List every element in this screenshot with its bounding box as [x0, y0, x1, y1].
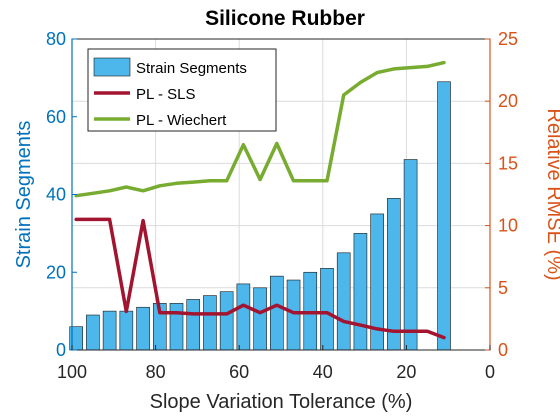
- bar: [236, 283, 251, 351]
- legend-label-bars: Strain Segments: [136, 60, 247, 77]
- x-tick-label: 100: [57, 362, 87, 382]
- axes: 0 20 40 60 80 0 5 10 15 20 25 100 80 60 40 20 0: [46, 29, 518, 382]
- y-right-tick-label: 0: [498, 340, 508, 360]
- y-left-axis-label: Strain Segments: [13, 121, 35, 269]
- bar: [253, 287, 267, 351]
- bar: [336, 252, 351, 351]
- line-pl-wiechert: [74, 60, 446, 198]
- y-left-tick-label: 0: [56, 340, 66, 360]
- bar: [219, 291, 234, 351]
- line-series: [74, 60, 446, 340]
- bar: [86, 314, 100, 351]
- x-tick-label: 20: [396, 362, 416, 382]
- chart-title: Silicone Rubber: [205, 7, 365, 30]
- bar: [102, 310, 117, 351]
- y-right-tick-label: 20: [498, 91, 518, 111]
- bar: [169, 303, 184, 351]
- bar-series: [69, 81, 451, 351]
- legend-swatch-bars: [93, 57, 131, 77]
- bar: [270, 275, 284, 351]
- x-tick-label: 60: [229, 362, 249, 382]
- x-tick-label: 0: [485, 362, 495, 382]
- y-right-axis-label: Relative RMSE (%): [543, 108, 560, 280]
- legend: Strain Segments PL - SLS PL - Wiechert: [87, 48, 277, 132]
- legend-label-pl-wiechert: PL - Wiechert: [136, 112, 227, 129]
- y-right-tick-label: 25: [498, 29, 518, 49]
- x-tick-label: 80: [146, 362, 166, 382]
- y-left-tick-label: 80: [46, 29, 66, 49]
- bar: [119, 310, 134, 351]
- line-pl-sls: [74, 217, 446, 340]
- bar: [403, 159, 418, 351]
- bar: [353, 233, 368, 351]
- bar: [203, 295, 217, 351]
- bar: [136, 306, 150, 351]
- bar: [286, 279, 301, 351]
- bar: [320, 268, 334, 351]
- bar: [186, 299, 201, 351]
- x-tick-label: 40: [313, 362, 333, 382]
- y-left-tick-label: 60: [46, 107, 66, 127]
- y-right-tick-label: 10: [498, 216, 518, 236]
- y-right-tick-label: 15: [498, 153, 518, 173]
- y-right-tick-label: 5: [498, 278, 508, 298]
- y-left-tick-label: 40: [46, 185, 66, 205]
- legend-label-pl-sls: PL - SLS: [136, 86, 195, 103]
- x-axis-label: Slope Variation Tolerance (%): [150, 391, 413, 413]
- bar: [387, 198, 401, 351]
- y-left-tick-label: 20: [46, 262, 66, 282]
- bar: [437, 81, 451, 351]
